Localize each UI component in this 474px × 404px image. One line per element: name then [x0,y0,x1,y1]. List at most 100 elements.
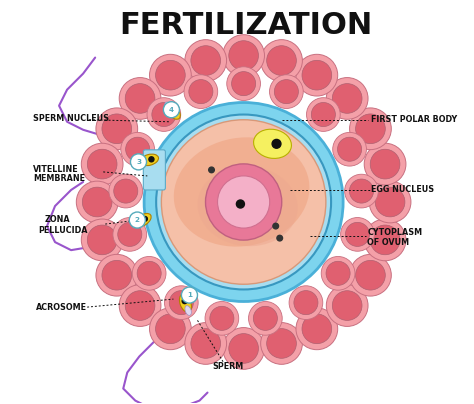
Circle shape [332,84,362,113]
Circle shape [114,179,138,203]
Circle shape [345,174,378,208]
Ellipse shape [180,294,191,312]
Circle shape [149,308,191,350]
Circle shape [229,334,258,363]
Circle shape [96,255,137,296]
Ellipse shape [185,306,191,316]
Circle shape [248,301,282,335]
Circle shape [102,114,132,144]
Circle shape [149,157,154,162]
Circle shape [261,40,302,82]
Circle shape [223,328,264,369]
Circle shape [223,35,264,76]
Circle shape [307,98,340,131]
Circle shape [311,103,336,126]
Circle shape [161,120,326,284]
Circle shape [229,41,258,70]
Circle shape [82,187,112,217]
Circle shape [296,308,337,350]
Ellipse shape [133,221,141,228]
Circle shape [173,111,177,116]
Circle shape [156,114,331,290]
Circle shape [356,260,385,290]
Circle shape [206,164,282,240]
Circle shape [96,108,137,149]
Text: PELLUCIDA: PELLUCIDA [38,225,88,235]
Circle shape [369,181,411,223]
Circle shape [227,67,261,101]
Text: SPERM NUCLEUS: SPERM NUCLEUS [33,114,109,123]
Circle shape [76,181,118,223]
Circle shape [164,286,198,320]
Circle shape [155,60,185,90]
Circle shape [109,174,143,208]
Circle shape [184,75,218,109]
Circle shape [326,78,368,119]
Text: VITELLINE: VITELLINE [33,164,79,174]
Circle shape [364,143,406,185]
Circle shape [118,222,142,246]
Circle shape [82,219,123,261]
Circle shape [332,291,362,320]
Ellipse shape [165,102,172,110]
Circle shape [267,328,296,358]
Circle shape [274,80,299,104]
Circle shape [337,137,362,161]
FancyBboxPatch shape [143,150,165,190]
Circle shape [253,306,277,330]
Circle shape [321,257,355,290]
Text: EGG NUCLEUS: EGG NUCLEUS [371,185,434,194]
Circle shape [125,84,155,113]
Circle shape [149,54,191,96]
Circle shape [346,222,370,246]
Circle shape [113,217,146,251]
Circle shape [125,291,155,320]
Circle shape [277,235,283,241]
Circle shape [144,103,343,301]
Circle shape [210,306,234,330]
Circle shape [147,98,181,131]
Circle shape [185,40,227,82]
Circle shape [302,314,332,344]
Ellipse shape [140,154,158,166]
Circle shape [296,54,337,96]
Circle shape [87,225,117,255]
Circle shape [375,187,405,217]
Circle shape [294,290,318,315]
Circle shape [137,261,161,285]
Circle shape [182,287,198,303]
Circle shape [273,223,279,229]
Text: OF OVUM: OF OVUM [367,238,410,246]
Circle shape [164,102,180,118]
Circle shape [350,108,392,149]
Circle shape [356,114,385,144]
Circle shape [185,322,227,364]
Circle shape [333,133,366,166]
Circle shape [169,290,193,315]
Circle shape [232,72,255,96]
Ellipse shape [136,213,151,227]
Circle shape [191,46,220,76]
Circle shape [155,314,185,344]
Circle shape [87,149,117,179]
Text: FERTILIZATION: FERTILIZATION [119,11,372,40]
Circle shape [289,286,323,320]
Circle shape [326,285,368,326]
Text: 2: 2 [135,217,140,223]
Circle shape [302,60,332,90]
Circle shape [189,80,213,104]
Text: FIRST POLAR BODY: FIRST POLAR BODY [371,115,457,124]
Circle shape [132,257,166,290]
Circle shape [143,217,147,221]
Circle shape [370,149,400,179]
Circle shape [121,133,155,166]
Circle shape [126,137,150,161]
Circle shape [82,143,123,185]
Ellipse shape [166,104,180,119]
Ellipse shape [198,166,298,246]
Circle shape [218,176,270,228]
Circle shape [205,301,239,335]
Circle shape [349,179,374,203]
Circle shape [182,299,187,303]
Circle shape [237,200,245,208]
